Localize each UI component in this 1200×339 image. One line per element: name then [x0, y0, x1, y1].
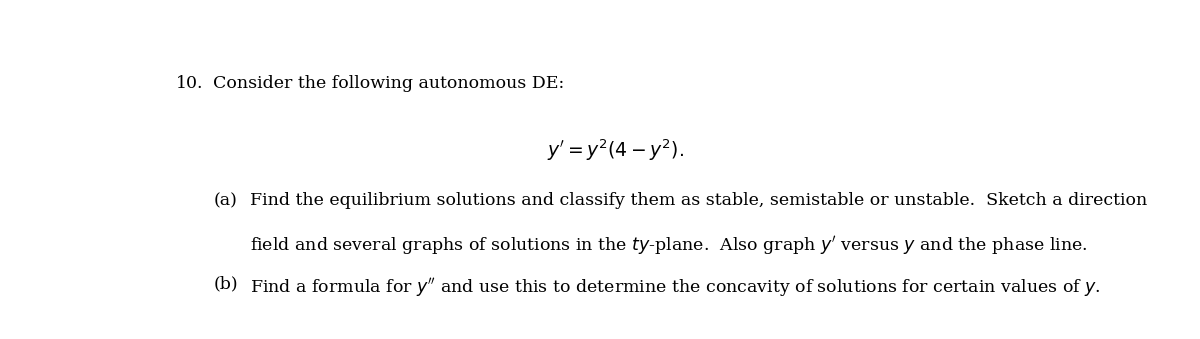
Text: Consider the following autonomous DE:: Consider the following autonomous DE: — [214, 75, 564, 92]
Text: Find a formula for $y''$ and use this to determine the concavity of solutions fo: Find a formula for $y''$ and use this to… — [251, 276, 1102, 299]
Text: $y' = y^2(4 - y^2).$: $y' = y^2(4 - y^2).$ — [546, 137, 684, 163]
Text: Find the equilibrium solutions and classify them as stable, semistable or unstab: Find the equilibrium solutions and class… — [251, 192, 1147, 209]
Text: (b): (b) — [214, 276, 238, 293]
Text: field and several graphs of solutions in the $ty$-plane.  Also graph $y'$ versus: field and several graphs of solutions in… — [251, 234, 1088, 257]
Text: 10.: 10. — [176, 75, 204, 92]
Text: (a): (a) — [214, 192, 238, 209]
